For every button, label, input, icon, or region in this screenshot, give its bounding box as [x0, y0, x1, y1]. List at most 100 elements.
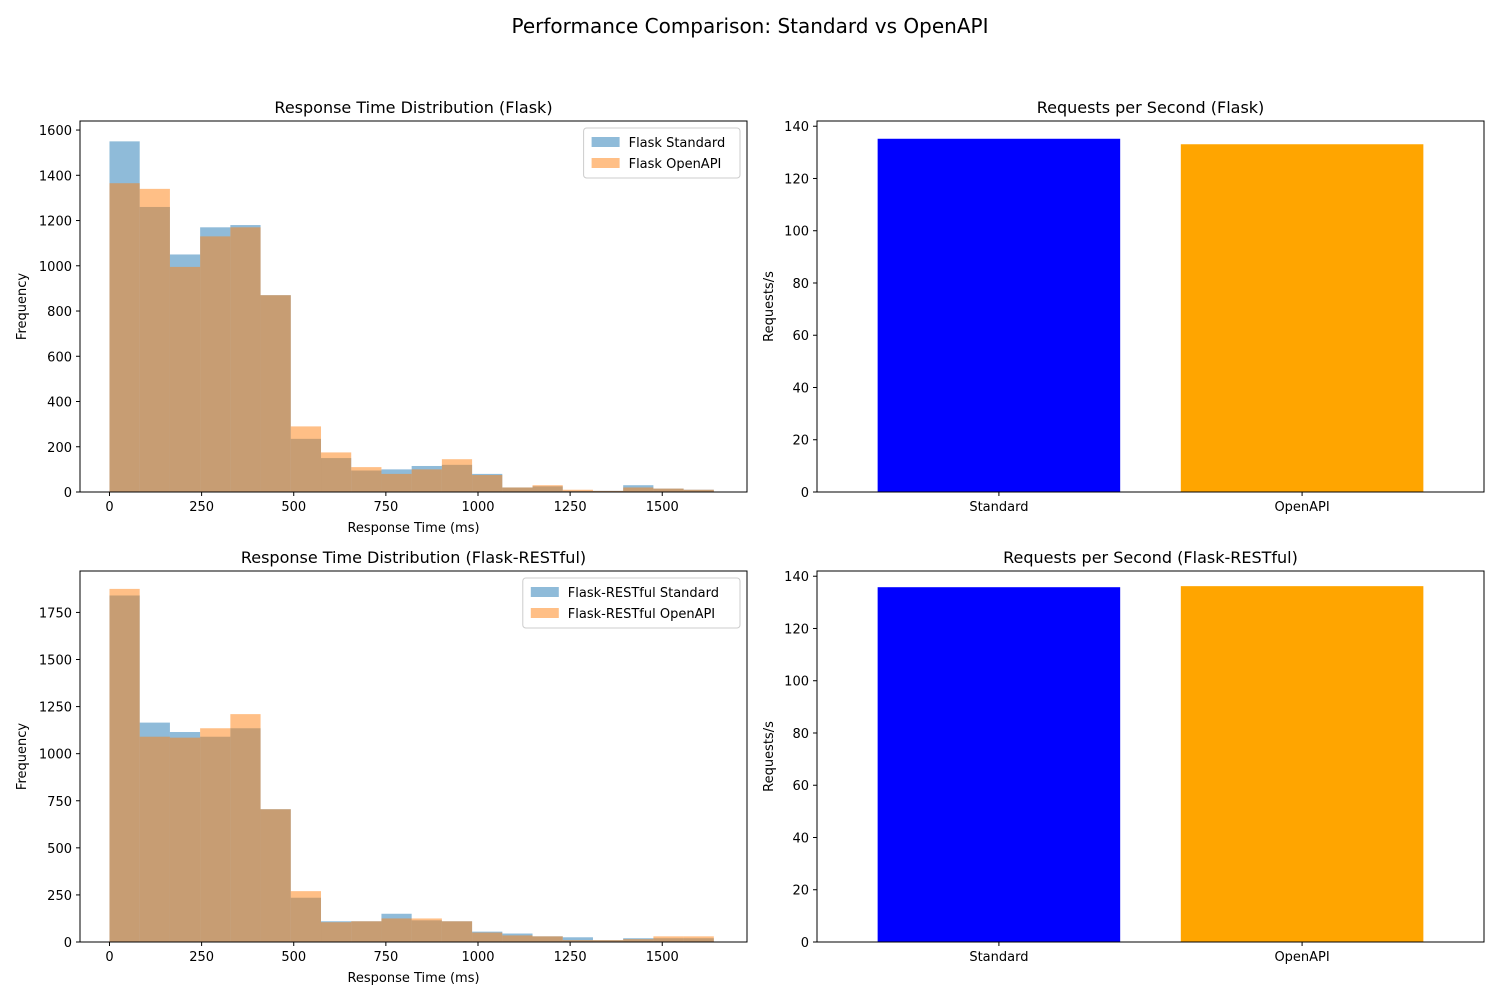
y-tick-label: 800: [47, 305, 72, 320]
x-tick-label: 250: [189, 950, 214, 965]
histogram-bar: [200, 728, 231, 942]
histogram-bar: [411, 918, 442, 942]
histogram-bar: [502, 487, 533, 492]
y-tick-label: 20: [792, 434, 809, 449]
y-tick-label: 40: [792, 381, 809, 396]
histogram-bar: [592, 490, 624, 492]
legend-swatch: [530, 608, 559, 618]
y-axis: 0 20 40 60 80 100 120 140: [784, 120, 817, 501]
histogram-bar: [200, 236, 231, 492]
x-tick-label: 750: [373, 950, 398, 965]
histogram-bar: [139, 188, 170, 493]
series-openapi: [109, 183, 714, 493]
x-axis-label: Response Time (ms): [347, 521, 479, 536]
y-axis-label: Frequency: [15, 723, 30, 790]
series-openapi: [109, 588, 714, 942]
histogram-bar: [381, 473, 412, 492]
legend-box: [583, 127, 741, 179]
histogram-bar: [351, 921, 382, 942]
legend-box: [522, 577, 741, 629]
x-axis-label: Response Time (ms): [347, 971, 479, 986]
legend-swatch: [530, 587, 559, 597]
histogram-bar: [683, 936, 714, 942]
y-tick-label: 1200: [39, 215, 72, 230]
axes-frame: [816, 120, 1485, 493]
legend-label: Flask OpenAPI: [629, 157, 722, 172]
y-tick-label: 120: [784, 172, 809, 187]
y-axis: 0 20 40 60 80 100 120 140: [784, 570, 817, 951]
y-axis: 0 250 500 750 1000 1250 1500 1750: [39, 606, 80, 951]
subplot-1: Response Time Distribution (Flask) 0 200 40…: [15, 98, 748, 536]
x-tick-label: OpenAPI: [1274, 950, 1329, 965]
y-tick-label: 100: [784, 675, 809, 690]
y-tick-label: 60: [792, 329, 809, 344]
y-axis-label: Requests/s: [762, 721, 777, 792]
y-tick-label: 600: [47, 350, 72, 365]
histogram-bar: [532, 485, 563, 492]
subplot-3: Response Time Distribution (Flask-RESTfu…: [15, 548, 748, 986]
x-tick-label: 0: [105, 500, 113, 515]
y-axis-label: Requests/s: [762, 271, 777, 342]
histogram-bar: [441, 921, 473, 942]
y-tick-label: 1400: [39, 169, 72, 184]
x-tick-label: 1000: [461, 500, 494, 515]
y-tick-label: 140: [784, 570, 809, 585]
x-tick-label: 1500: [646, 500, 679, 515]
y-tick-label: 1750: [39, 606, 72, 621]
histogram-bar: [623, 487, 654, 492]
legend-swatch: [591, 158, 620, 168]
y-tick-label: 250: [47, 889, 72, 904]
x-axis: 0 250 500 750 1000 1250 1500: [105, 492, 679, 515]
axes-frame: [816, 570, 1485, 943]
subplot-title: Response Time Distribution (Flask-RESTfu…: [241, 548, 586, 567]
x-tick-label: OpenAPI: [1274, 500, 1329, 515]
histogram-bar: [351, 467, 382, 492]
histogram-bar: [472, 475, 503, 492]
y-tick-label: 120: [784, 622, 809, 637]
histogram-bar: [321, 922, 352, 942]
subplot-title: Requests per Second (Flask-RESTful): [1003, 548, 1298, 567]
y-tick-label: 1000: [39, 260, 72, 275]
histogram-bar: [230, 227, 261, 492]
x-tick-label: 1250: [554, 500, 587, 515]
x-tick-label: 1500: [646, 950, 679, 965]
axes-frame: [79, 570, 748, 943]
histogram-bar: [623, 939, 654, 942]
histogram-bar: [683, 489, 714, 492]
subplot-4: Requests per Second (Flask-RESTful) 0 20 40…: [762, 548, 1485, 965]
histogram-bar: [592, 940, 624, 942]
y-tick-label: 140: [784, 120, 809, 135]
y-tick-label: 1000: [39, 748, 72, 763]
subplot-title: Requests per Second (Flask): [1037, 98, 1265, 117]
y-tick-label: 1600: [39, 124, 72, 139]
subplot-2: Requests per Second (Flask) 0 20 40 60 80 100 1…: [762, 98, 1485, 515]
y-axis: 0 200 400 600 800 1000 1200 1400 1600: [39, 124, 80, 501]
x-tick-label: Standard: [969, 500, 1028, 515]
x-axis: Standard OpenAPI: [969, 942, 1330, 965]
bar-openapi: [1180, 586, 1424, 942]
y-tick-label: 0: [801, 486, 809, 501]
bar-openapi: [1180, 144, 1424, 493]
histogram-bar: [290, 426, 322, 492]
histogram-bar: [381, 918, 412, 942]
y-axis-label: Frequency: [15, 273, 30, 340]
x-tick-label: 500: [281, 950, 306, 965]
y-tick-label: 80: [792, 727, 809, 742]
histogram-bar: [532, 936, 563, 942]
y-tick-label: 60: [792, 779, 809, 794]
legend-swatch: [591, 137, 620, 147]
legend: Flask-RESTful Standard Flask-RESTful Open…: [522, 577, 741, 629]
x-tick-label: 0: [105, 950, 113, 965]
subplot-title: Response Time Distribution (Flask): [274, 98, 552, 117]
bar-standard: [877, 138, 1121, 493]
y-tick-label: 750: [47, 795, 72, 810]
y-tick-label: 400: [47, 396, 72, 411]
histogram-bar: [562, 489, 593, 492]
histogram-bar: [260, 295, 291, 492]
histogram-bar: [230, 714, 261, 942]
y-tick-label: 1500: [39, 654, 72, 669]
x-tick-label: 1250: [554, 950, 587, 965]
histogram-bar: [169, 266, 201, 492]
y-tick-label: 40: [792, 831, 809, 846]
